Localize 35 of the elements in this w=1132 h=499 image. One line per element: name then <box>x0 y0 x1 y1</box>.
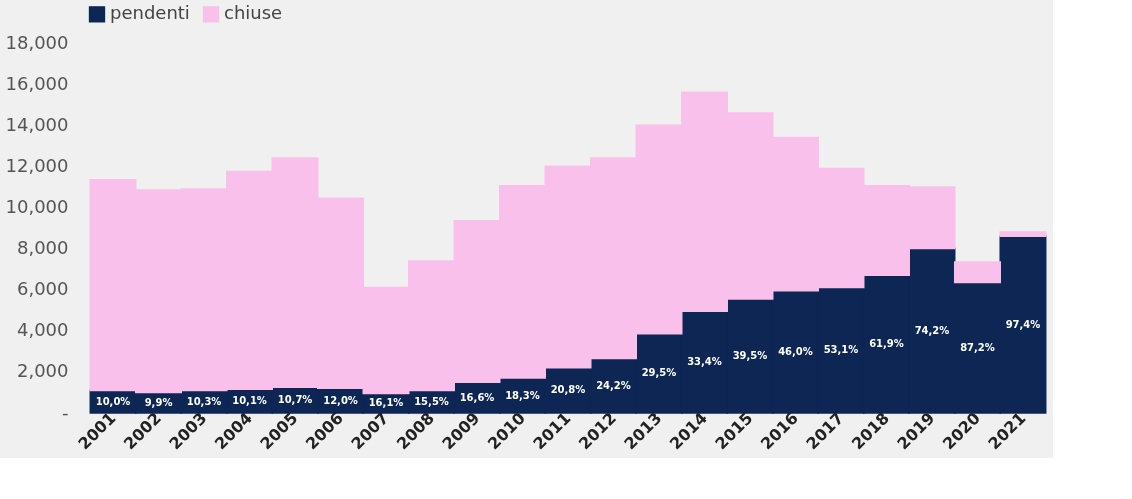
annotation: 24,2% <box>596 379 631 391</box>
annotation: 61,9% <box>869 338 904 350</box>
annotation: 74,2% <box>914 324 950 336</box>
y-tick-label: 10,000 <box>5 195 69 217</box>
annotation: 10,1% <box>232 395 267 407</box>
annotation: 16,1% <box>368 397 404 409</box>
annotation: 33,4% <box>687 356 722 368</box>
y-tick-label: 6,000 <box>16 278 69 300</box>
y-tick-label: 2,000 <box>16 360 69 382</box>
y-tick-label: 8,000 <box>16 237 69 259</box>
bar <box>953 261 1001 284</box>
y-tick-label: 16,000 <box>5 72 69 94</box>
y-tick-label: 12,000 <box>5 154 69 176</box>
annotation: 10,7% <box>277 394 313 406</box>
bar <box>999 231 1047 237</box>
annotation: 97,4% <box>1005 318 1041 330</box>
y-tick-label: 4,000 <box>16 319 69 341</box>
annotation: 20,8% <box>550 384 586 396</box>
annotation: 16,6% <box>459 391 495 403</box>
legend-label: chiuse <box>224 2 283 24</box>
annotation: 15,5% <box>414 395 449 407</box>
annotation: 29,5% <box>641 367 677 379</box>
annotation: 46,0% <box>778 345 813 357</box>
annotation: 9,9% <box>144 396 173 408</box>
annotation: 87,2% <box>960 341 995 353</box>
annotation: 18,3% <box>505 389 540 401</box>
y-tick-label: - <box>62 401 69 423</box>
annotation: 53,1% <box>823 344 859 356</box>
legend-label: pendenti <box>110 2 190 24</box>
annotation: 39,5% <box>732 349 768 361</box>
y-tick-label: 18,000 <box>5 31 69 53</box>
y-tick-label: 14,000 <box>5 113 69 135</box>
annotation: 10,0% <box>95 395 131 407</box>
annotation: 12,0% <box>323 394 358 406</box>
annotation: 10,3% <box>186 395 222 407</box>
